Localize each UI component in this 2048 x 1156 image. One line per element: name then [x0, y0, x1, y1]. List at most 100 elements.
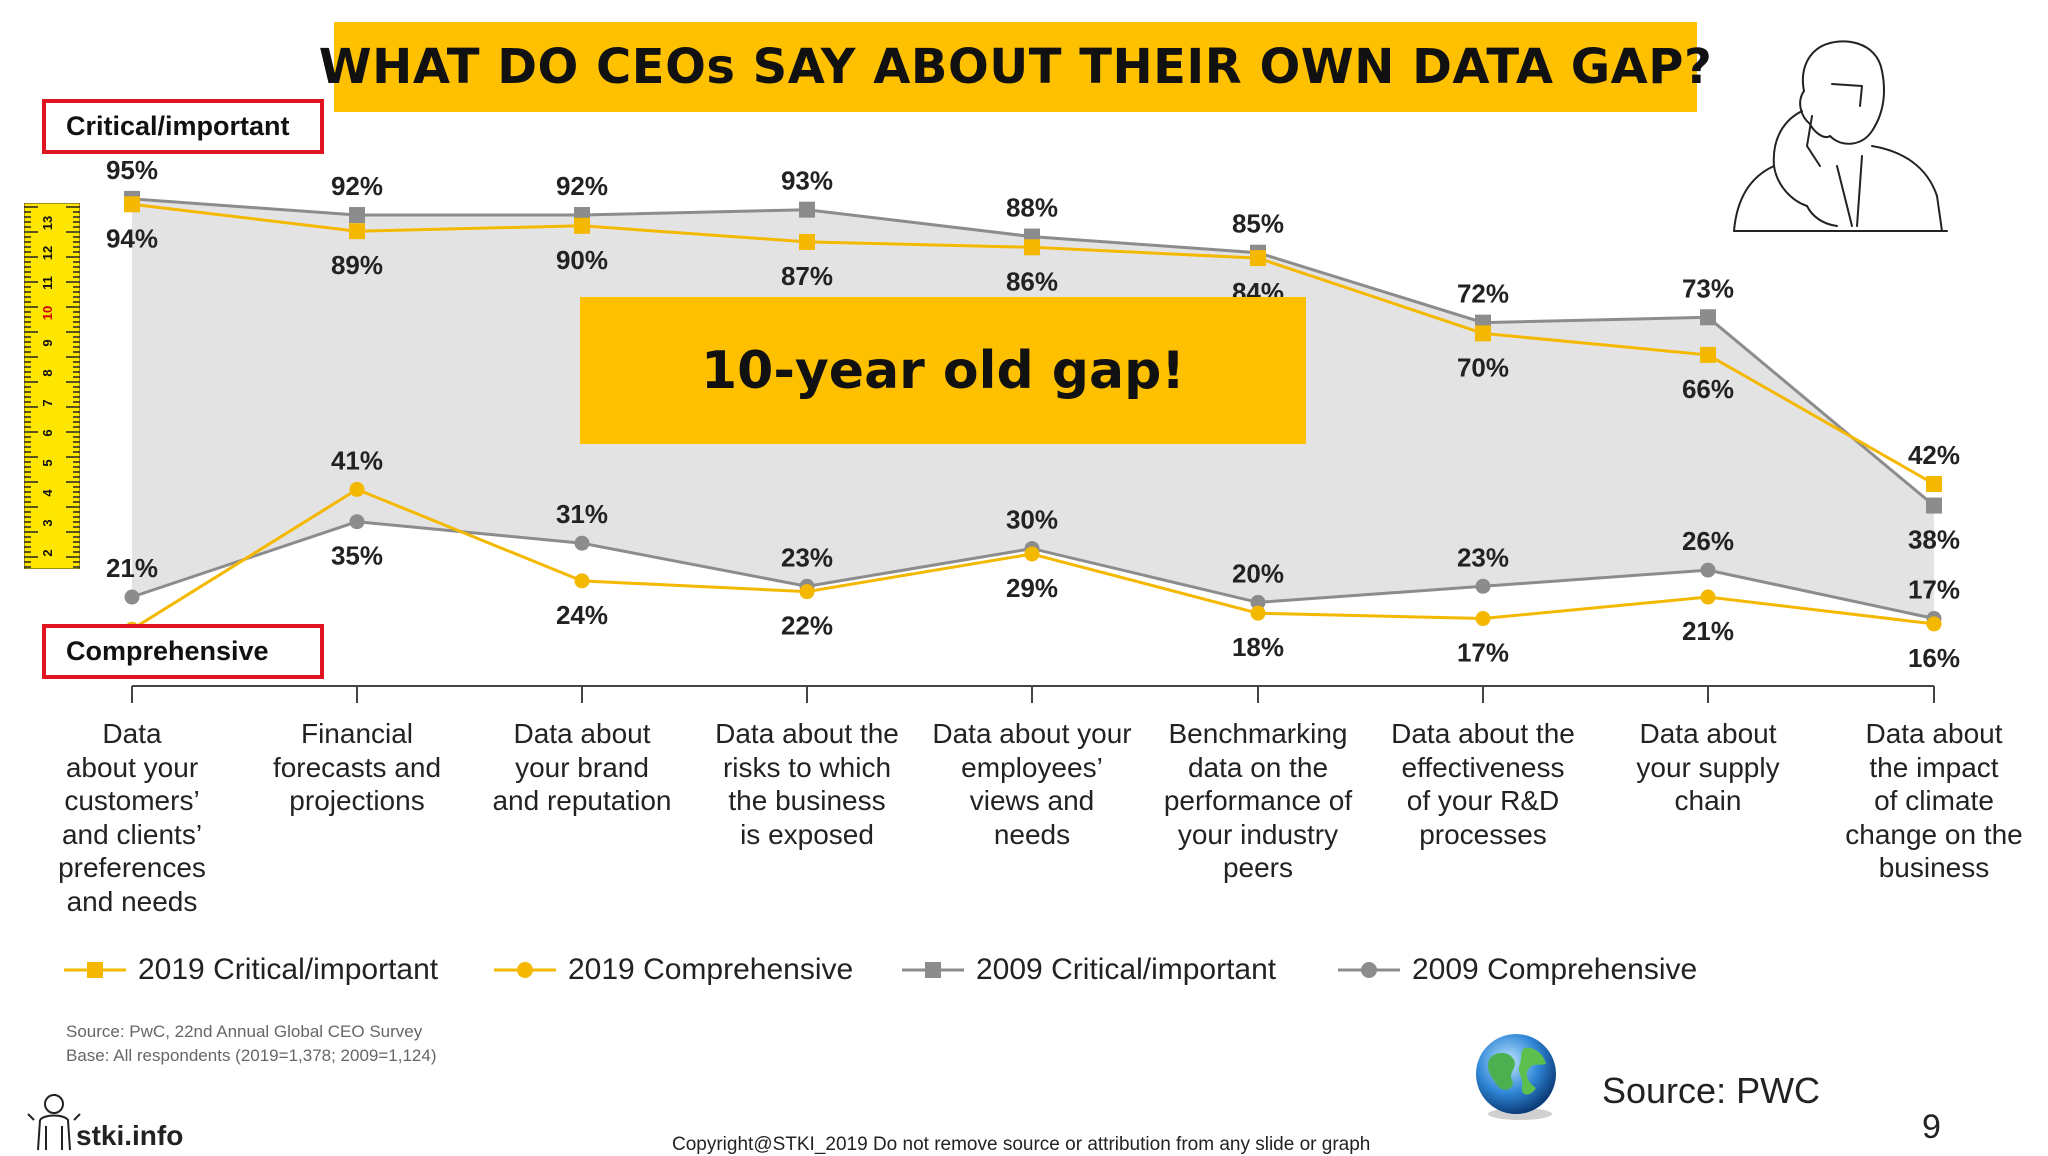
data-point-circle [1250, 605, 1266, 621]
page-title: WHAT DO CEOs SAY ABOUT THEIR OWN DATA GA… [318, 39, 1713, 95]
x-category-label: Data about the impact of climate change on … [1824, 717, 2044, 885]
x-category-label: Benchmarking data on the performance of you… [1148, 717, 1368, 885]
data-point-square [1700, 309, 1716, 326]
x-category-label-line: Data about [513, 718, 651, 749]
x-axis [131, 685, 1935, 703]
data-label: 24% [556, 600, 608, 630]
x-category-label-line: Data about [1865, 718, 2003, 749]
x-category-label: Data about your supply chain [1598, 717, 1818, 818]
x-category-label-line: Benchmarking [1168, 718, 1348, 749]
ruler-icon: 2 3 4 5 6 7 8 9 10 11 12 13 [24, 203, 80, 569]
title-bar: WHAT DO CEOs SAY ABOUT THEIR OWN DATA GA… [319, 22, 1712, 112]
globe-icon [1476, 1034, 1556, 1120]
x-category-label-line: about your [65, 751, 199, 783]
legend-item-2019-comprehensive: 2019 Comprehensive [494, 945, 853, 995]
data-label: 29% [1006, 573, 1058, 603]
data-point-circle [799, 584, 815, 600]
data-label: 93% [781, 166, 833, 196]
data-label: 41% [331, 445, 383, 475]
x-category-label-line: data on the [1187, 751, 1329, 783]
data-label: 23% [1457, 542, 1509, 572]
page-number: 9 [1922, 1108, 1941, 1146]
data-point-circle [349, 481, 365, 497]
data-label: 21% [1682, 616, 1734, 646]
x-category-label-line: and needs [66, 885, 198, 917]
data-label: 89% [331, 250, 383, 280]
data-label: 85% [1232, 209, 1284, 239]
data-point-circle [574, 535, 590, 551]
x-category-label-line: and clients’ [61, 818, 203, 850]
x-category-label: Financial forecasts and projections [247, 717, 467, 818]
data-label: 26% [1682, 526, 1734, 556]
data-label: 73% [1682, 273, 1734, 303]
x-category-label-line: preferences [58, 852, 206, 883]
x-category-label-line: and reputation [492, 785, 672, 816]
data-point-square [1926, 497, 1942, 514]
data-point-square [124, 196, 140, 213]
x-category-label-line: business [1878, 852, 1990, 883]
x-category-label-line: Data about your [932, 718, 1132, 749]
stki-logo-icon [27, 1094, 81, 1151]
x-category-label-line: is exposed [740, 818, 874, 850]
x-category-label-line: views and [969, 785, 1095, 816]
data-point-circle [1700, 589, 1716, 605]
data-point-circle [1250, 594, 1266, 610]
x-category-label-line: Data about the [1391, 718, 1575, 749]
data-point-square [574, 217, 590, 234]
gap-callout-text: 10-year old gap! [700, 340, 1186, 401]
source-note: Source: PwC, 22nd Annual Global CEO Surv… [66, 1020, 437, 1068]
data-point-square [349, 207, 365, 224]
ruler-number: 12 [40, 246, 55, 260]
data-point-circle [1700, 562, 1716, 578]
data-label: 72% [1457, 279, 1509, 309]
ruler-number: 4 [40, 489, 55, 497]
base-line: Base: All respondents (2019=1,378; 2009=… [66, 1046, 437, 1065]
ruler-number: 2 [40, 549, 55, 556]
x-category-label-line: the impact [1869, 751, 1999, 783]
source-line: Source: PwC, 22nd Annual Global CEO Surv… [66, 1022, 423, 1041]
x-category-label-line: peers [1222, 852, 1294, 883]
data-label: 95% [106, 155, 158, 185]
legend-label: 2009 Comprehensive [1412, 953, 1698, 986]
legend-item-2009-critical: 2009 Critical/important [902, 945, 1276, 995]
data-label: 21% [106, 553, 158, 583]
x-category-label-line: risks to which [722, 751, 892, 783]
x-category-label-line: of climate [1874, 785, 1994, 816]
data-point-square [1926, 476, 1942, 493]
x-category-label: Data about the effectiveness of your R&D pr… [1373, 717, 1593, 851]
legend-circle-marker-icon [1338, 962, 1400, 978]
data-label: 90% [556, 245, 608, 275]
data-point-square [1700, 346, 1716, 363]
legend-label: 2019 Critical/important [138, 953, 439, 986]
data-point-square [349, 223, 365, 240]
data-label: 66% [1682, 374, 1734, 404]
ruler-number: 13 [40, 216, 55, 230]
x-category-label-line: forecasts and [272, 751, 442, 783]
data-point-square [1024, 239, 1040, 256]
x-category-label-line: projections [289, 785, 425, 816]
data-label: 16% [1908, 643, 1960, 673]
logo-text: stki.info [76, 1120, 184, 1151]
x-category-label-line: customers’ [64, 785, 200, 816]
gap-callout: 10-year old gap! [580, 297, 1306, 444]
x-category-label: Data about your brand and reputation [472, 717, 692, 818]
ruler-number: 10 [40, 306, 55, 320]
legend-item-2019-critical: 2019 Critical/important [64, 945, 438, 995]
legend-square-marker-icon [64, 962, 126, 978]
x-category-label-line: Financial [300, 718, 414, 749]
legend-item-2009-comprehensive: 2009 Comprehensive [1338, 945, 1697, 995]
data-point-circle [1475, 578, 1491, 594]
data-label: 23% [781, 542, 833, 572]
data-label: 20% [1232, 558, 1284, 588]
legend-label: 2009 Critical/important [976, 953, 1277, 986]
data-label: 92% [331, 171, 383, 201]
x-category-label-line: performance of [1163, 785, 1353, 816]
data-label: 35% [331, 541, 383, 571]
data-point-circle [349, 514, 365, 530]
ruler-number: 3 [40, 519, 55, 526]
ruler-number: 9 [40, 339, 55, 346]
data-label: 87% [781, 261, 833, 291]
data-point-circle [1475, 611, 1491, 627]
data-label: 92% [556, 171, 608, 201]
ruler-number: 7 [40, 399, 55, 406]
